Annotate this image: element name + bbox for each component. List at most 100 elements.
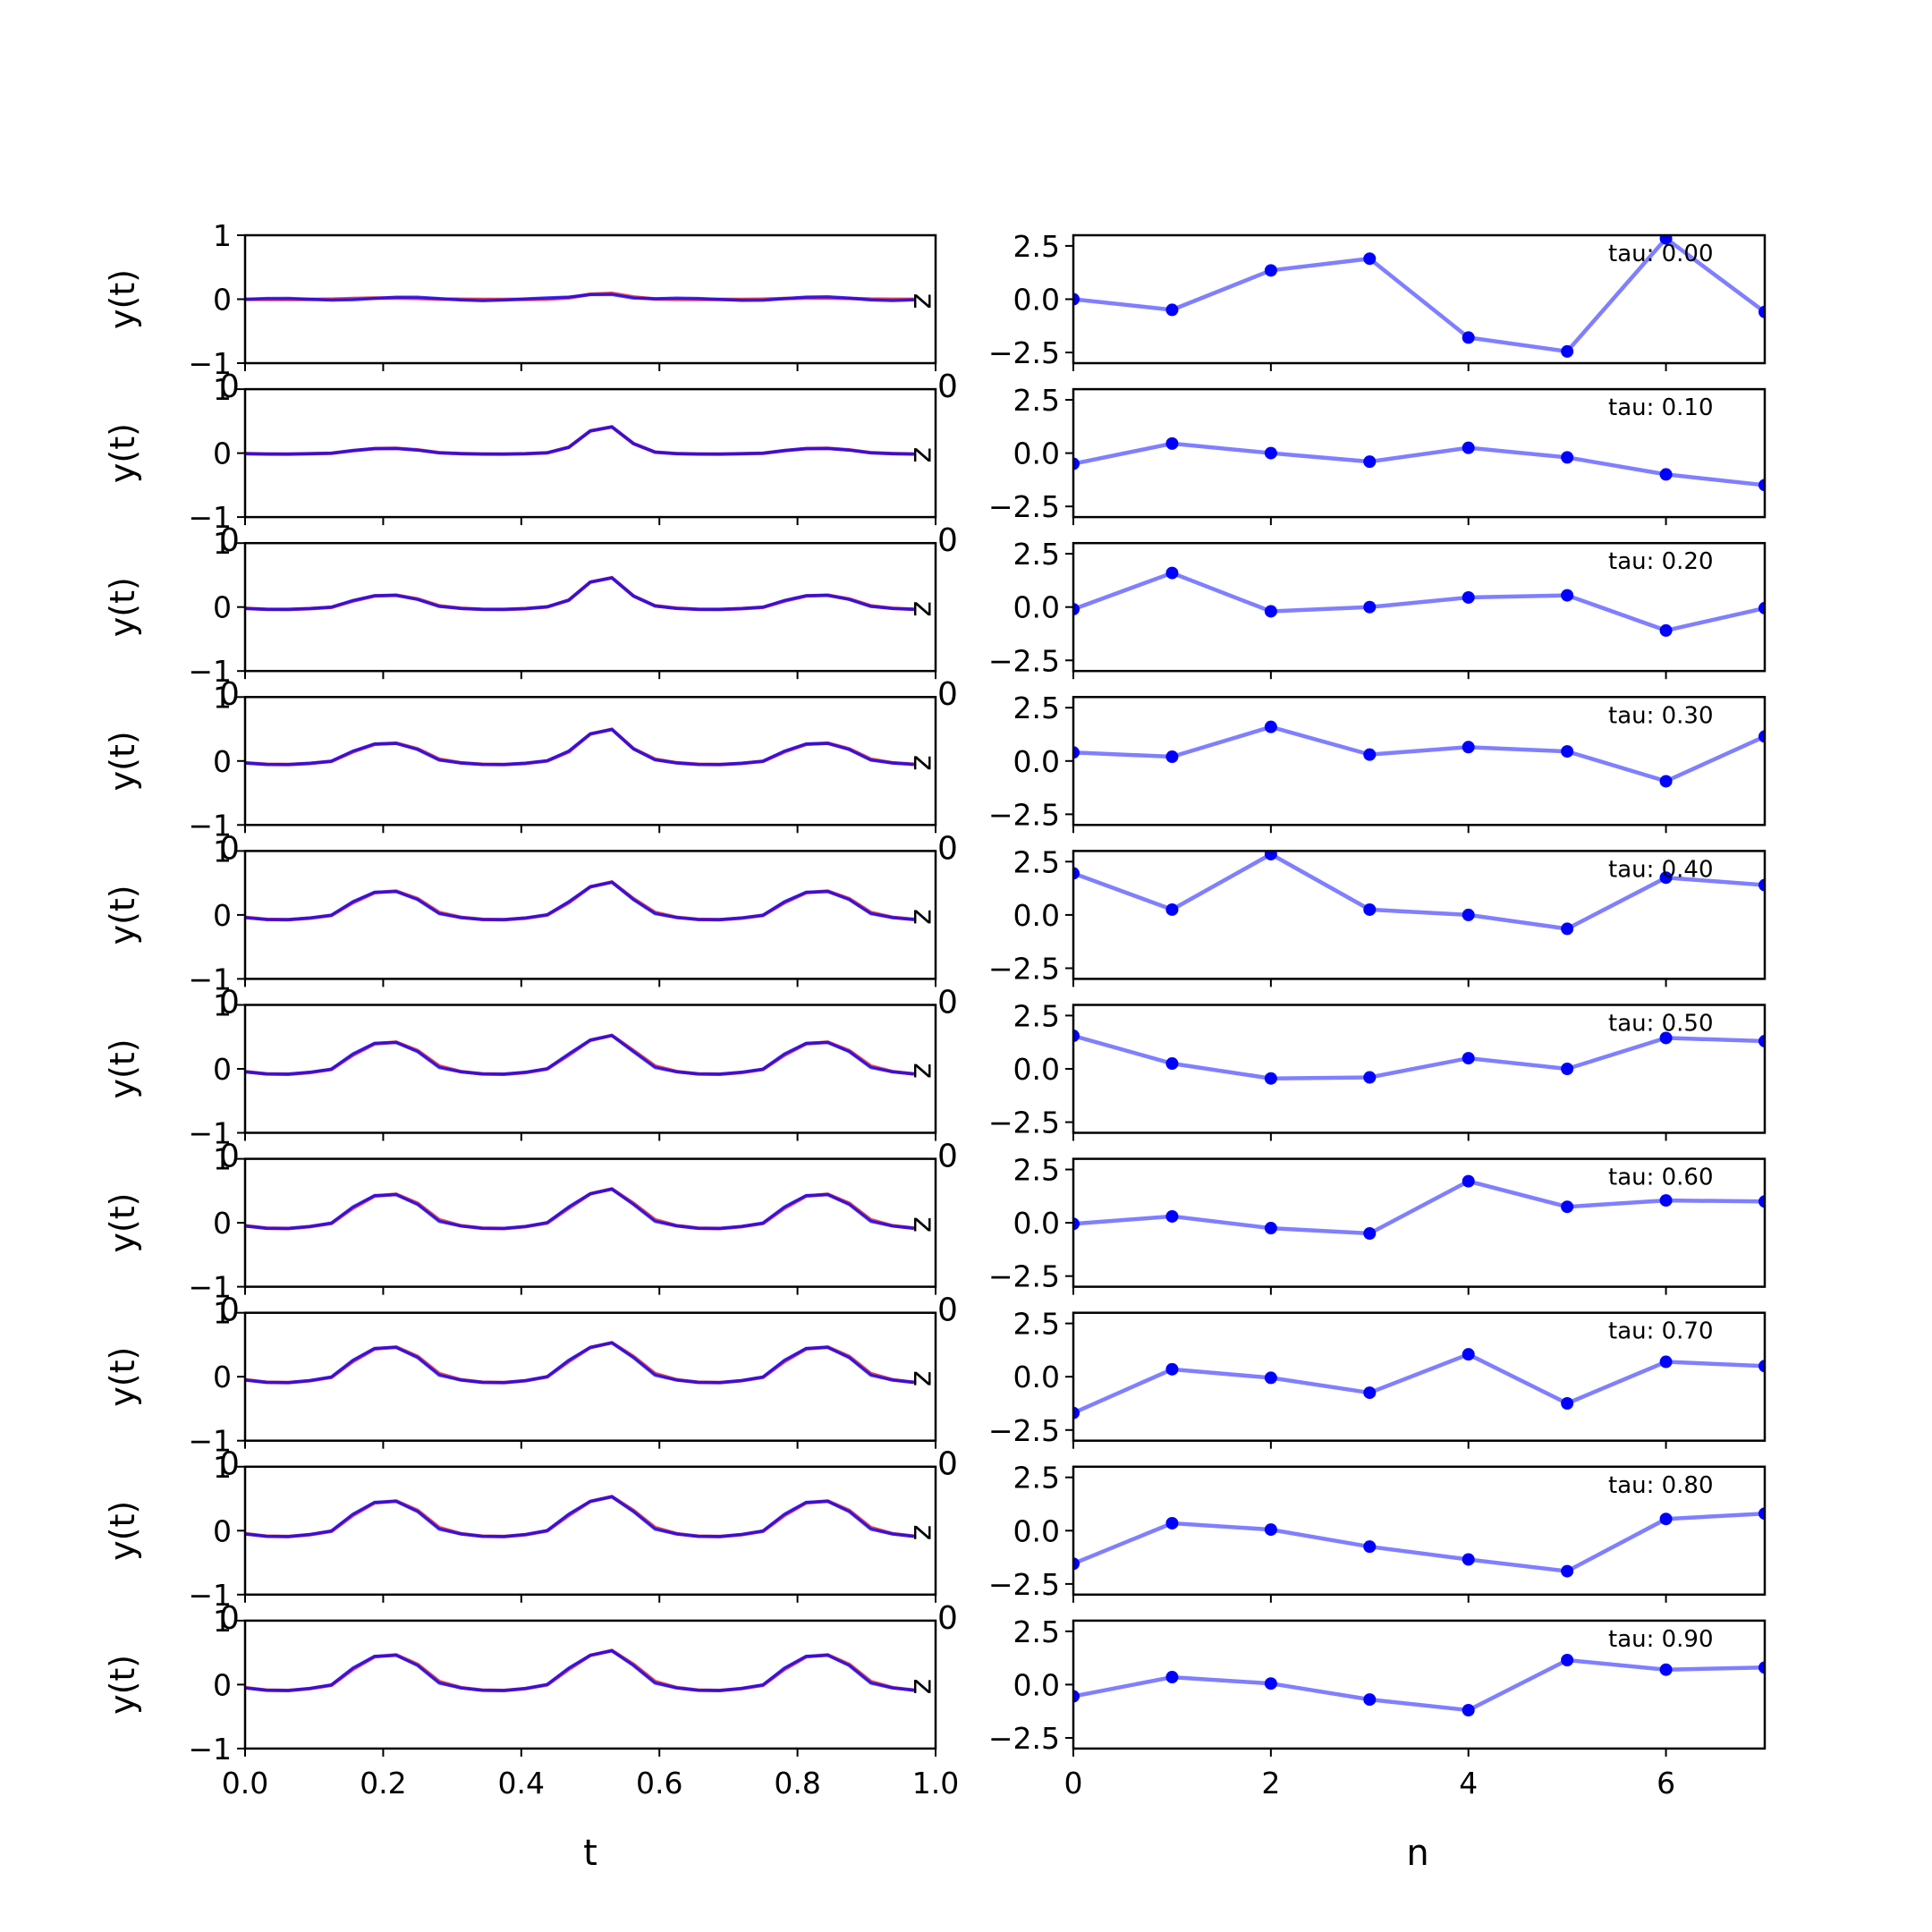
right-series-point	[1462, 1704, 1475, 1716]
right-series-point	[1462, 1174, 1475, 1188]
right-stray-zero: 0	[937, 984, 958, 1021]
left-y-tick-label: 1	[213, 372, 232, 407]
left-y-tick-label: −1	[188, 1270, 232, 1305]
right-series-point	[1264, 720, 1277, 733]
right-y-tick-label: 0.0	[1013, 1206, 1060, 1241]
right-series-group	[1073, 436, 1765, 492]
left-y-tick-label: 0	[213, 1360, 232, 1394]
right-series-point	[1758, 1507, 1765, 1521]
right-tau-annotation: tau: 0.70	[1608, 1318, 1714, 1345]
right-series-line	[1073, 1352, 1765, 1415]
right-series-point	[1264, 446, 1277, 460]
right-series-group	[1073, 1174, 1765, 1241]
left-stray-label: z	[906, 755, 942, 771]
right-series-point	[1363, 1386, 1377, 1400]
right-series-point	[1758, 479, 1765, 492]
right-series-point	[1264, 264, 1277, 277]
right-y-tick-label: 2.5	[1013, 844, 1060, 879]
left-stray-label: z	[906, 1678, 942, 1694]
right-y-tick-label: −2.5	[988, 1259, 1060, 1294]
right-stray-zero: 0	[937, 1600, 958, 1637]
right-x-axis-label: n	[1406, 1833, 1428, 1874]
left-x-tick-label: 0.8	[774, 1766, 820, 1801]
left-series-blue-line	[244, 1033, 915, 1076]
right-series-point	[1659, 1355, 1673, 1368]
right-series-point	[1363, 1071, 1377, 1084]
left-y-tick-label: −1	[188, 808, 232, 843]
left-x-tick-label: 0.6	[636, 1766, 682, 1801]
right-series-point	[1659, 1031, 1673, 1045]
left-axes-frame	[243, 696, 937, 826]
left-y-tick-label: −1	[188, 654, 232, 689]
left-stray-zero: 0	[219, 984, 240, 1021]
right-stray-zero: 0	[937, 369, 958, 405]
left-y-axis-label: y(t)	[103, 577, 142, 637]
left-series-blue-line	[244, 292, 914, 302]
left-stray-label: z	[906, 1216, 942, 1233]
right-series-point	[1462, 1052, 1475, 1065]
right-series-group	[1073, 235, 1765, 358]
left-axes-frame	[243, 1157, 937, 1288]
right-series-point	[1165, 566, 1179, 580]
left-stray-zero: 0	[219, 1139, 240, 1175]
left-stray-zero: 0	[219, 369, 240, 405]
left-stray-zero: 0	[219, 830, 240, 867]
right-y-tick-label: 2.5	[1013, 383, 1060, 418]
right-series-point	[1758, 730, 1765, 743]
left-y-tick-label: 1	[213, 1604, 232, 1639]
right-series-point	[1462, 331, 1475, 344]
left-y-axis-label: y(t)	[103, 1501, 142, 1561]
left-stray-zero: 0	[219, 1600, 240, 1637]
right-series-point	[1073, 457, 1080, 470]
right-y-tick-label: 2.5	[1013, 1307, 1060, 1342]
right-stray-zero: 0	[937, 1446, 958, 1483]
left-y-tick-label: −1	[188, 1732, 232, 1767]
right-series-point	[1758, 1360, 1765, 1373]
left-axes-frame	[243, 1311, 937, 1442]
right-series-line	[1073, 1033, 1765, 1080]
left-stray-label: z	[906, 601, 942, 617]
left-stray-label: z	[906, 1370, 942, 1386]
left-series-blue-line	[244, 727, 915, 767]
right-y-tick-label: 2.5	[1013, 1461, 1060, 1496]
left-y-tick-label: 0	[213, 1513, 232, 1548]
right-x-tick-label: 0	[1064, 1766, 1083, 1801]
right-tau-annotation: tau: 0.30	[1608, 702, 1714, 729]
right-series-point	[1758, 305, 1765, 318]
right-series-line	[1073, 571, 1765, 633]
left-series-red-line	[244, 880, 915, 922]
right-series-point	[1462, 590, 1475, 604]
right-x-tick-label: 6	[1657, 1766, 1675, 1801]
left-axes-frame	[243, 1619, 937, 1750]
left-y-tick-label: −1	[188, 1116, 232, 1151]
right-series-point	[1659, 623, 1673, 637]
right-stray-zero: 0	[937, 1292, 958, 1329]
left-axes-frame	[243, 541, 937, 673]
right-series-point	[1561, 1396, 1574, 1410]
left-stray-label: z	[906, 447, 942, 463]
right-series-line	[1073, 441, 1765, 487]
left-y-tick-label: 0	[213, 1052, 232, 1087]
right-series-point	[1758, 601, 1765, 614]
right-y-tick-label: 0.0	[1013, 436, 1060, 471]
right-y-tick-label: −2.5	[988, 951, 1060, 986]
left-series-blue-line	[244, 880, 915, 921]
right-series-point	[1758, 878, 1765, 892]
right-y-tick-label: −2.5	[988, 1721, 1060, 1756]
left-x-tick-label: 1.0	[912, 1766, 959, 1801]
right-series-point	[1659, 775, 1673, 788]
right-series-point	[1659, 235, 1673, 245]
right-y-tick-label: 0.0	[1013, 1667, 1060, 1702]
subplot-row-9: 10−10.0 0.2 0.4 0.6 0.8 1.0y(t) z2.50.0−2.50 2 4…	[103, 1604, 1767, 1801]
right-series-point	[1165, 436, 1179, 450]
right-series-group	[1073, 1653, 1765, 1716]
left-y-tick-label: 0	[213, 1667, 232, 1702]
right-y-tick-label: 2.5	[1013, 691, 1060, 725]
right-series-point	[1073, 1030, 1080, 1043]
left-y-tick-label: 1	[213, 526, 232, 561]
right-x-tick-label: 2	[1261, 1766, 1280, 1801]
